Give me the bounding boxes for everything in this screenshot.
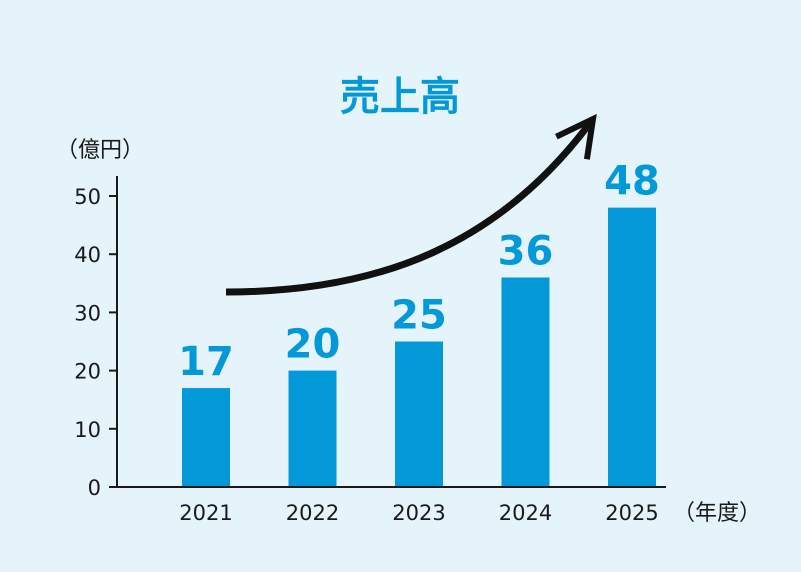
value-label-2023: 25 bbox=[391, 293, 447, 339]
x-tick-label-2022: 2022 bbox=[286, 501, 339, 525]
y-axis-unit-label: （億円） bbox=[56, 138, 144, 163]
bar-2025 bbox=[608, 207, 656, 487]
x-axis-unit-label: （年度） bbox=[673, 501, 761, 526]
y-tick-label: 20 bbox=[74, 360, 101, 384]
bar-2023 bbox=[395, 341, 443, 487]
bar-2021 bbox=[182, 388, 230, 487]
bar-2024 bbox=[501, 277, 550, 487]
bar-2022 bbox=[288, 370, 337, 487]
value-label-2024: 36 bbox=[498, 228, 554, 274]
chart-title: 売上高 bbox=[340, 74, 460, 120]
x-tick-label-2021: 2021 bbox=[179, 501, 232, 525]
value-label-2025: 48 bbox=[604, 159, 660, 205]
bars bbox=[182, 207, 656, 487]
trend-arrow bbox=[225, 113, 597, 296]
value-label-2021: 17 bbox=[178, 339, 234, 385]
value-label-2022: 20 bbox=[285, 322, 341, 368]
y-tick-label: 50 bbox=[74, 185, 101, 209]
y-tick-label: 10 bbox=[74, 418, 101, 442]
y-tick-label: 0 bbox=[88, 476, 101, 500]
x-tick-label-2023: 2023 bbox=[392, 501, 445, 525]
x-axis-ticks: 2021 2022 2023 2024 2025 bbox=[179, 501, 658, 525]
y-tick-label: 30 bbox=[74, 301, 101, 325]
y-axis-ticks: 0 10 20 30 40 50 bbox=[74, 185, 117, 500]
x-tick-label-2025: 2025 bbox=[605, 501, 658, 525]
y-tick-label: 40 bbox=[74, 243, 101, 267]
value-labels: 17 20 25 36 48 bbox=[178, 159, 660, 385]
x-tick-label-2024: 2024 bbox=[499, 501, 552, 525]
